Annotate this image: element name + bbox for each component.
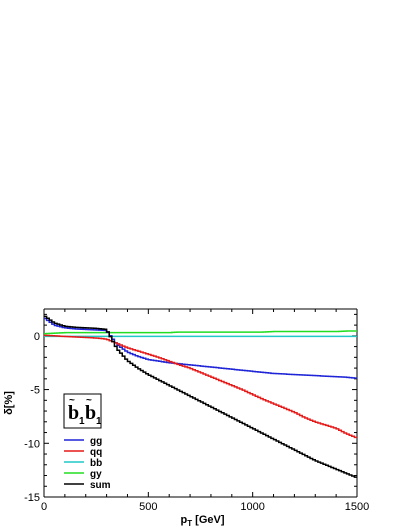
series-layer [44, 315, 357, 478]
legend-label-bb: bb [90, 458, 102, 469]
series-line-qq [44, 334, 357, 439]
y-tick-label: -15 [24, 492, 40, 504]
axis-ticks: 0 500 1000 1500 0 -5 -10 -15 [24, 309, 369, 513]
process-label-particle-1: b [68, 402, 79, 424]
x-tick-label: 1500 [345, 501, 369, 513]
process-label-box [63, 393, 102, 429]
legend-label-sum: sum [90, 480, 111, 491]
y-tick-label: -5 [30, 385, 40, 397]
process-label-tilde-2: ~ [86, 395, 92, 406]
x-axis-title-main: p [181, 514, 188, 526]
y-tick-label: -10 [24, 438, 40, 450]
series-line-gy [44, 330, 357, 335]
legend-label-gy: gy [90, 469, 102, 480]
legend-label-gg: gg [90, 436, 102, 447]
series-line-gg [44, 317, 357, 379]
y-axis-title: δ[%] [3, 391, 15, 415]
process-label-tilde-1: ~ [69, 395, 75, 406]
x-axis-title: pT [GeV] [181, 514, 225, 527]
x-tick-label: 1000 [240, 501, 264, 513]
legend-label-qq: qq [90, 447, 102, 458]
x-tick-label: 0 [41, 501, 47, 513]
x-axis-title-subscript: T [187, 519, 192, 527]
x-tick-label: 500 [139, 501, 157, 513]
process-label-subscript-1: 1 [79, 416, 85, 427]
y-tick-label: 0 [34, 331, 40, 343]
x-axis-title-unit: [GeV] [192, 514, 225, 526]
process-label-subscript-2: 1 [96, 416, 102, 427]
plot-area [43, 308, 358, 498]
process-label-particle-2: b [85, 402, 96, 424]
series-line-sum [44, 315, 357, 478]
process-label: b 1 b 1 ~ ~ [63, 393, 102, 429]
